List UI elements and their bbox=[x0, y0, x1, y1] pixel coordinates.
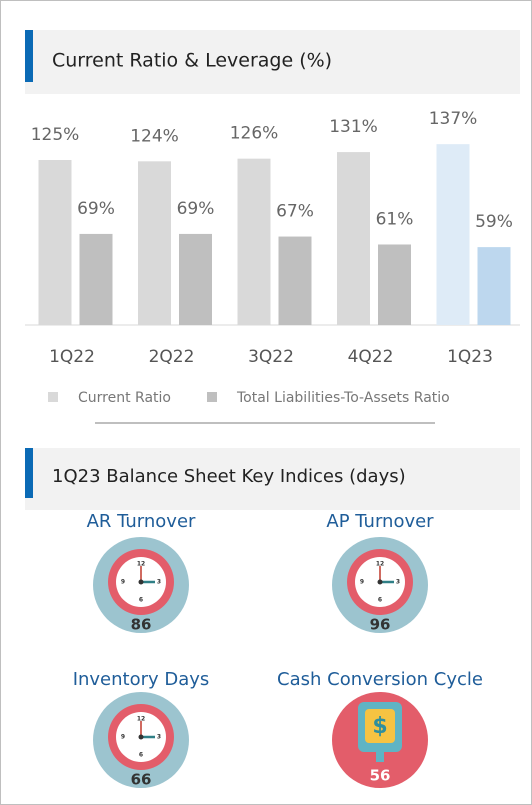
bar bbox=[79, 233, 113, 325]
x-tick-label: 1Q22 bbox=[49, 347, 95, 367]
header-accent bbox=[25, 448, 33, 498]
clock-number: 12 bbox=[137, 716, 145, 723]
clock-number: 9 bbox=[121, 579, 125, 586]
index-value: 96 bbox=[370, 616, 391, 634]
index-value: 86 bbox=[131, 616, 152, 634]
index-label: AR Turnover bbox=[87, 511, 196, 532]
clock-number: 12 bbox=[137, 561, 145, 568]
bar bbox=[138, 161, 171, 325]
section-title: 1Q23 Balance Sheet Key Indices (days) bbox=[52, 466, 406, 487]
x-tick-label: 1Q23 bbox=[447, 347, 493, 367]
clock-center bbox=[377, 579, 383, 585]
index-label: Cash Conversion Cycle bbox=[277, 669, 483, 690]
bar bbox=[436, 144, 470, 325]
header-bg bbox=[25, 30, 520, 94]
value-label: 137% bbox=[429, 109, 478, 129]
header-bg bbox=[25, 448, 520, 510]
bar bbox=[378, 244, 411, 325]
sign-face bbox=[365, 709, 395, 743]
bar bbox=[337, 152, 370, 325]
x-tick-label: 2Q22 bbox=[149, 347, 195, 367]
value-label: 69% bbox=[177, 199, 215, 219]
clock-number: 3 bbox=[157, 734, 161, 741]
clock-number: 3 bbox=[396, 579, 400, 586]
bar bbox=[38, 160, 72, 325]
bar bbox=[477, 247, 511, 325]
value-label: 59% bbox=[475, 212, 513, 232]
clock-number: 3 bbox=[157, 579, 161, 586]
clock-center bbox=[138, 579, 144, 585]
bar bbox=[237, 158, 271, 325]
clock-number: 9 bbox=[121, 734, 125, 741]
clock-number: 9 bbox=[360, 579, 364, 586]
clock-number: 12 bbox=[376, 561, 384, 568]
header-accent bbox=[25, 30, 33, 82]
bar bbox=[278, 236, 312, 325]
clock-number: 6 bbox=[139, 752, 143, 759]
index-value: 56 bbox=[370, 767, 391, 785]
value-label: 125% bbox=[31, 125, 80, 145]
x-tick-label: 4Q22 bbox=[348, 347, 394, 367]
value-label: 67% bbox=[276, 202, 314, 222]
legend-label: Current Ratio bbox=[78, 390, 171, 406]
value-label: 126% bbox=[230, 124, 279, 144]
x-tick-label: 3Q22 bbox=[248, 347, 294, 367]
bar bbox=[179, 233, 212, 325]
dollar-sign: $ bbox=[372, 714, 387, 739]
clock-center bbox=[138, 734, 144, 740]
legend-swatch bbox=[207, 392, 217, 402]
value-label: 61% bbox=[376, 209, 414, 229]
index-label: AP Turnover bbox=[326, 511, 434, 532]
clock-number: 6 bbox=[139, 597, 143, 604]
index-value: 66 bbox=[131, 771, 152, 789]
value-label: 131% bbox=[329, 117, 378, 137]
index-label: Inventory Days bbox=[73, 669, 210, 690]
sign-stem bbox=[376, 752, 384, 762]
legend-label: Total Liabilities-To-Assets Ratio bbox=[236, 390, 450, 406]
value-label: 69% bbox=[77, 199, 115, 219]
chart-title: Current Ratio & Leverage (%) bbox=[52, 50, 332, 72]
clock-number: 6 bbox=[378, 597, 382, 604]
legend-swatch bbox=[48, 392, 58, 402]
value-label: 124% bbox=[130, 126, 179, 146]
